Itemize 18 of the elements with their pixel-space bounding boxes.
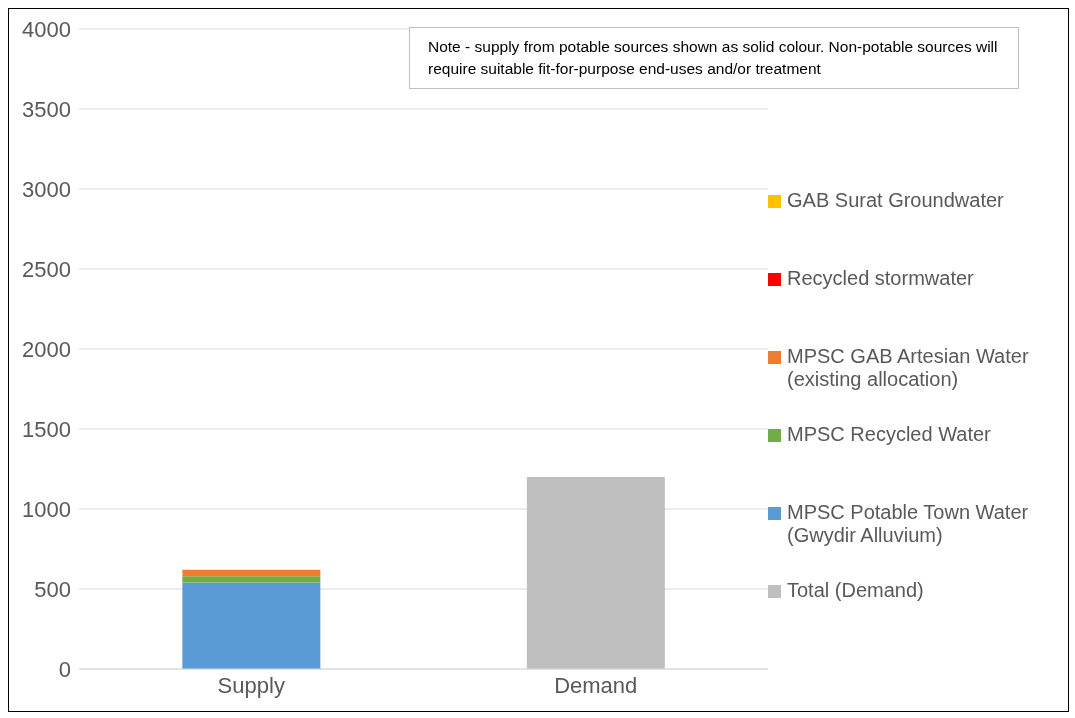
y-tick-label: 1500 (22, 416, 71, 442)
y-tick-label: 4000 (22, 16, 71, 42)
legend-label: MPSC GAB Artesian Water (existing allocation) (787, 345, 1030, 391)
legend-label: MPSC Potable Town Water (Gwydir Alluvium) (787, 501, 1030, 547)
x-tick-label: Supply (217, 672, 285, 698)
y-tick-label: 1000 (22, 496, 71, 522)
x-tick-label: Demand (554, 672, 638, 698)
legend-label: Total (Demand) (787, 579, 925, 602)
y-tick-label: 500 (34, 576, 71, 602)
y-tick-label: 2500 (22, 256, 71, 282)
y-tick-label: 2000 (22, 336, 71, 362)
y-tick-label: 0 (58, 656, 71, 682)
annotation: Note - supply from potable sources shown as solid colour. Non-potable sources will require suitable fit-for-purpose end-uses and/or treatment (409, 27, 1019, 89)
legend-label: GAB Surat Groundwater (787, 189, 1005, 212)
y-tick-label: 3500 (22, 96, 71, 122)
y-tick-label: 3000 (22, 176, 71, 202)
legend-label: MPSC Recycled Water (787, 423, 992, 446)
legend-label: Recycled stormwater (787, 267, 975, 290)
